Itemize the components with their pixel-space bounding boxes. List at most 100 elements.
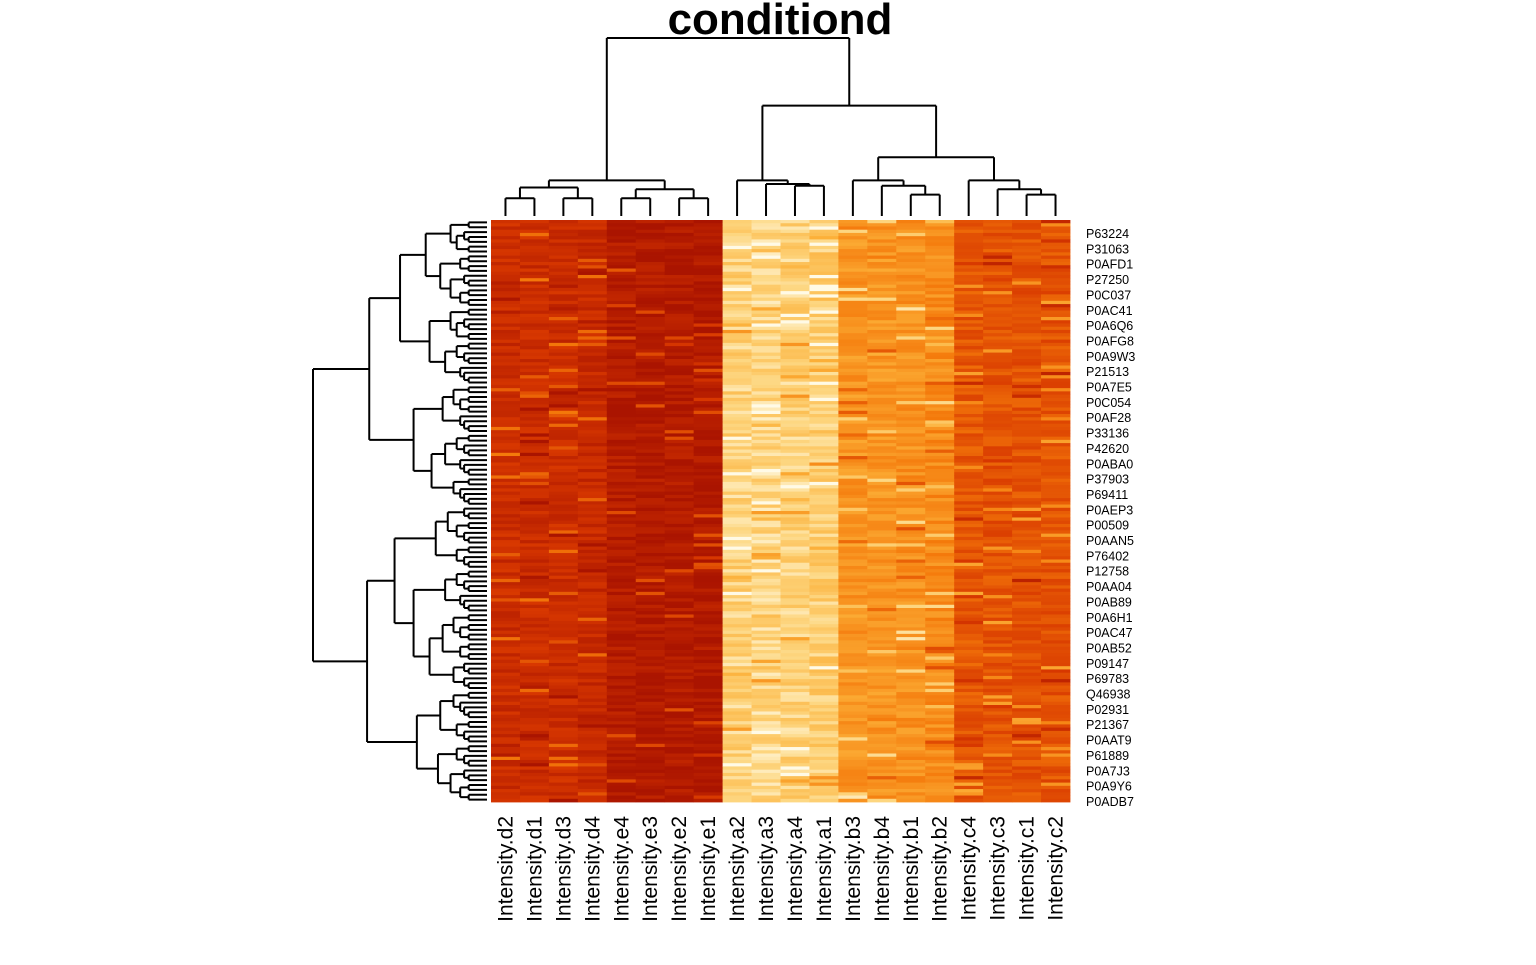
heatmap-cell [954,352,984,357]
heatmap-cell [954,265,984,269]
heatmap-cell [693,750,723,754]
heatmap-cell [606,585,637,589]
heatmap-cell [838,698,868,703]
heatmap-cell [491,611,521,615]
heatmap-cell [1041,705,1071,709]
heatmap-cell [635,443,666,447]
heatmap-cell [693,734,723,738]
heatmap-cell [780,659,810,664]
heatmap-cell [1041,675,1071,680]
heatmap-cell [1012,692,1042,696]
heatmap-cell [1041,362,1071,366]
heatmap-cell [548,604,579,609]
heatmap-cell [635,740,666,745]
heatmap-cell [519,688,550,693]
heatmap-cell [954,662,984,667]
heatmap-cell [896,368,926,373]
heatmap-cell [577,582,608,586]
heatmap-cell [519,359,550,363]
heatmap-cell [983,743,1013,748]
heatmap-cell [809,300,839,305]
heatmap-cell [925,346,955,350]
heatmap-cell [867,252,897,256]
heatmap-cell [867,242,897,247]
heatmap-cell [664,520,695,525]
heatmap-cell [664,640,695,644]
heatmap-cell [751,426,781,431]
heatmap-cell [664,614,695,619]
heatmap-cell [780,278,810,282]
heatmap-cell [722,675,752,680]
heatmap-cell [491,601,521,606]
heatmap-cell [1041,220,1071,224]
heatmap-cell [577,540,608,544]
heatmap-cell [780,352,810,357]
heatmap-cell [780,481,810,486]
heatmap-cell [983,679,1013,683]
heatmap-cell [664,397,695,402]
heatmap-cell [722,481,752,486]
heatmap-cell [519,368,550,373]
heatmap-cell [519,672,550,677]
heatmap-cell [925,439,955,444]
heatmap-cell [635,708,666,712]
heatmap-cell [1041,281,1071,286]
heatmap-cell [491,591,521,596]
heatmap-cell [548,533,579,538]
heatmap-cell [693,255,723,260]
heatmap-cell [838,688,868,693]
heatmap-cell [491,666,521,670]
heatmap-cell [519,662,550,667]
heatmap-cell [491,278,521,282]
heatmap-cell [635,533,666,538]
heatmap-cell [1012,346,1042,350]
heatmap-cell [1012,368,1042,373]
heatmap-cell [635,698,666,703]
heatmap-cell [867,672,897,677]
heatmap-cell [519,798,550,803]
heatmap-cell [606,294,637,298]
heatmap-cell [519,650,550,654]
heatmap-cell [548,342,579,347]
heatmap-cell [722,249,752,253]
heatmap-cell [780,355,810,360]
heatmap-cell [577,258,608,263]
heatmap-cell [1041,472,1071,476]
heatmap-cell [548,439,579,444]
heatmap-cell [577,430,608,434]
heatmap-cell [577,414,608,418]
heatmap-cell [722,362,752,366]
heatmap-cell [606,672,637,677]
heatmap-cell [838,310,868,315]
heatmap-cell [548,514,579,518]
heatmap-cell [867,262,897,266]
heatmap-cell [577,472,608,476]
heatmap-cell [491,462,521,467]
heatmap-cell [519,553,550,557]
heatmap-cell [983,229,1013,234]
heatmap-cell [693,533,723,538]
heatmap-cell [519,633,550,638]
heatmap-cell [896,785,926,790]
heatmap-cell [548,643,579,648]
heatmap-cell [577,375,608,379]
heatmap-cell [577,798,608,803]
heatmap-cell [983,291,1013,295]
heatmap-cell [838,297,868,302]
heatmap-cell [751,711,781,716]
heatmap-cell [751,740,781,745]
heatmap-cell [722,601,752,606]
heatmap-cell [867,485,897,489]
heatmap-cell [925,582,955,586]
heatmap-cell [983,232,1013,237]
heatmap-cell [1041,614,1071,619]
heatmap-cell [1012,229,1042,234]
heatmap-cell [896,569,926,573]
heatmap-cell [809,533,839,538]
heatmap-cell [896,772,926,777]
heatmap-cell [693,329,723,334]
heatmap-cell [519,727,550,732]
heatmap-cell [722,291,752,295]
heatmap-cell [491,585,521,589]
heatmap-cell [519,271,550,276]
